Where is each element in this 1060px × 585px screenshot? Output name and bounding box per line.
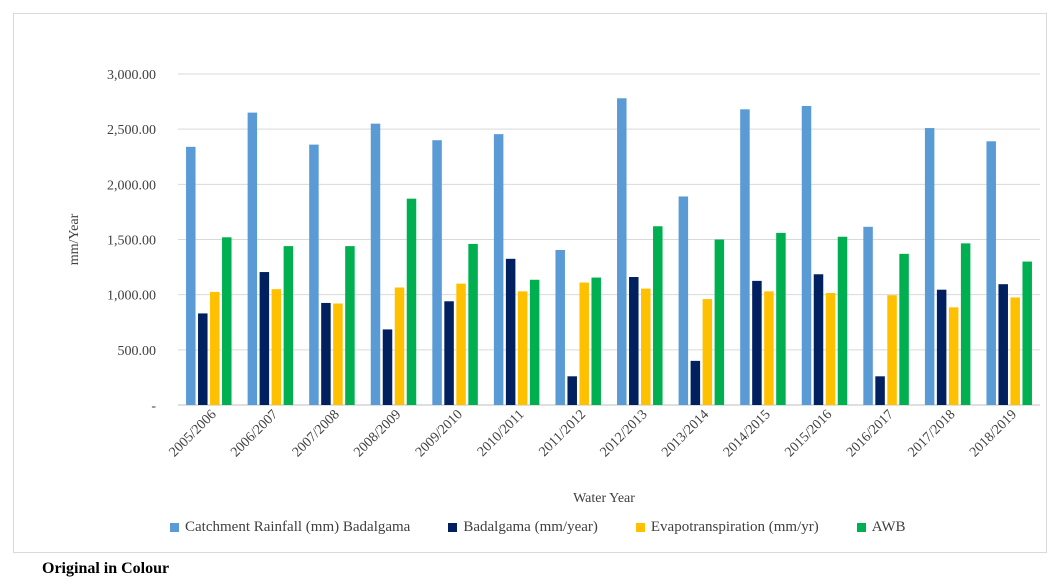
bar xyxy=(579,282,589,405)
bar xyxy=(837,236,848,405)
legend-label: AWB xyxy=(871,519,906,535)
bar xyxy=(591,277,601,405)
bar xyxy=(468,243,478,405)
bar xyxy=(406,198,417,405)
bar xyxy=(517,291,528,405)
bar xyxy=(678,196,689,405)
bar xyxy=(948,307,959,405)
bar xyxy=(382,329,393,405)
bar xyxy=(567,376,577,405)
bar xyxy=(370,123,381,406)
bar xyxy=(444,301,454,405)
bar xyxy=(555,249,565,405)
x-tick-label: 2018/2019 xyxy=(967,407,1020,460)
bar xyxy=(345,246,355,405)
bar xyxy=(641,288,651,405)
bar xyxy=(899,253,909,405)
bar xyxy=(740,109,750,405)
x-tick-label: 2009/2010 xyxy=(413,407,466,460)
x-tick-label: 2013/2014 xyxy=(659,407,712,460)
bar xyxy=(629,277,639,405)
x-tick-label: 2016/2017 xyxy=(844,407,897,460)
bar xyxy=(247,112,258,405)
bar xyxy=(714,239,725,405)
y-tick-label: 1,500.00 xyxy=(107,234,156,249)
legend-item: Badalgama (mm/year) xyxy=(448,519,598,536)
y-tick-label: 3,000.00 xyxy=(107,68,156,83)
y-tick-label: 500.00 xyxy=(118,344,157,359)
x-tick-label: 2005/2006 xyxy=(167,407,220,460)
bar xyxy=(394,287,405,405)
bar xyxy=(1010,297,1020,405)
bar xyxy=(960,243,971,405)
x-axis-title: Water Year xyxy=(573,491,635,506)
bar xyxy=(321,302,331,405)
y-tick-label: 2,500.00 xyxy=(107,123,156,138)
bar xyxy=(875,376,885,405)
chart-frame xyxy=(13,13,1047,553)
legend-item: AWB xyxy=(856,519,906,536)
bar xyxy=(690,360,701,405)
bar xyxy=(333,303,343,405)
bar xyxy=(259,272,270,405)
bar xyxy=(493,134,504,406)
legend-item: Evapotranspiration (mm/yr) xyxy=(635,519,819,536)
bar xyxy=(801,105,812,405)
bar xyxy=(309,144,319,405)
bar xyxy=(222,237,232,405)
bar xyxy=(432,140,442,405)
legend-swatch xyxy=(170,523,179,532)
x-tick-label: 2010/2011 xyxy=(475,407,528,460)
bar xyxy=(271,289,282,405)
bar xyxy=(1022,261,1032,405)
legend-item: Catchment Rainfall (mm) Badalgama xyxy=(170,519,410,536)
x-tick-label: 2006/2007 xyxy=(228,407,281,460)
bar-chart: - 500.00 1,000.00 1,500.00 2,000.00 2,500.00 3… xyxy=(67,68,1040,506)
legend-swatch xyxy=(448,523,458,532)
bar xyxy=(998,284,1008,405)
bar xyxy=(764,291,774,405)
legend-label: Badalgama (mm/year) xyxy=(463,519,598,535)
bar xyxy=(776,232,786,405)
bar xyxy=(887,295,897,405)
legend-swatch xyxy=(856,523,866,532)
bar xyxy=(863,226,873,405)
x-tick-label: 2012/2013 xyxy=(598,407,651,460)
bar xyxy=(505,258,516,405)
bar xyxy=(813,274,824,405)
x-tick-label: 2017/2018 xyxy=(906,407,959,460)
legend: Catchment Rainfall (mm) Badalgama Badalga… xyxy=(170,519,944,536)
legend-swatch xyxy=(635,523,645,532)
x-tick-label: 2007/2008 xyxy=(290,407,343,460)
bar xyxy=(283,246,294,405)
bar xyxy=(210,291,220,405)
bar xyxy=(653,226,663,405)
y-tick-label: 2,000.00 xyxy=(107,178,156,193)
x-tick-label: 2015/2016 xyxy=(782,407,835,460)
y-axis-title: mm/Year xyxy=(67,213,82,265)
x-tick-label: 2011/2012 xyxy=(536,407,589,460)
bar xyxy=(456,283,466,405)
legend-label: Evapotranspiration (mm/yr) xyxy=(650,519,819,535)
bar xyxy=(198,313,208,405)
legend-label: Catchment Rainfall (mm) Badalgama xyxy=(185,519,411,535)
bar xyxy=(702,299,713,405)
bar xyxy=(825,293,836,405)
bar xyxy=(186,146,196,405)
y-tick-label: 1,000.00 xyxy=(107,289,156,304)
x-tick-label: 2014/2015 xyxy=(721,407,774,460)
bar xyxy=(617,98,627,406)
x-tick-label: 2008/2009 xyxy=(351,407,404,460)
bar xyxy=(986,141,996,405)
y-tick-label: - xyxy=(151,399,156,414)
bar xyxy=(752,280,762,405)
figure-caption: Original in Colour xyxy=(42,560,170,577)
bar xyxy=(936,289,947,405)
bar xyxy=(529,279,540,405)
bar xyxy=(924,128,935,405)
